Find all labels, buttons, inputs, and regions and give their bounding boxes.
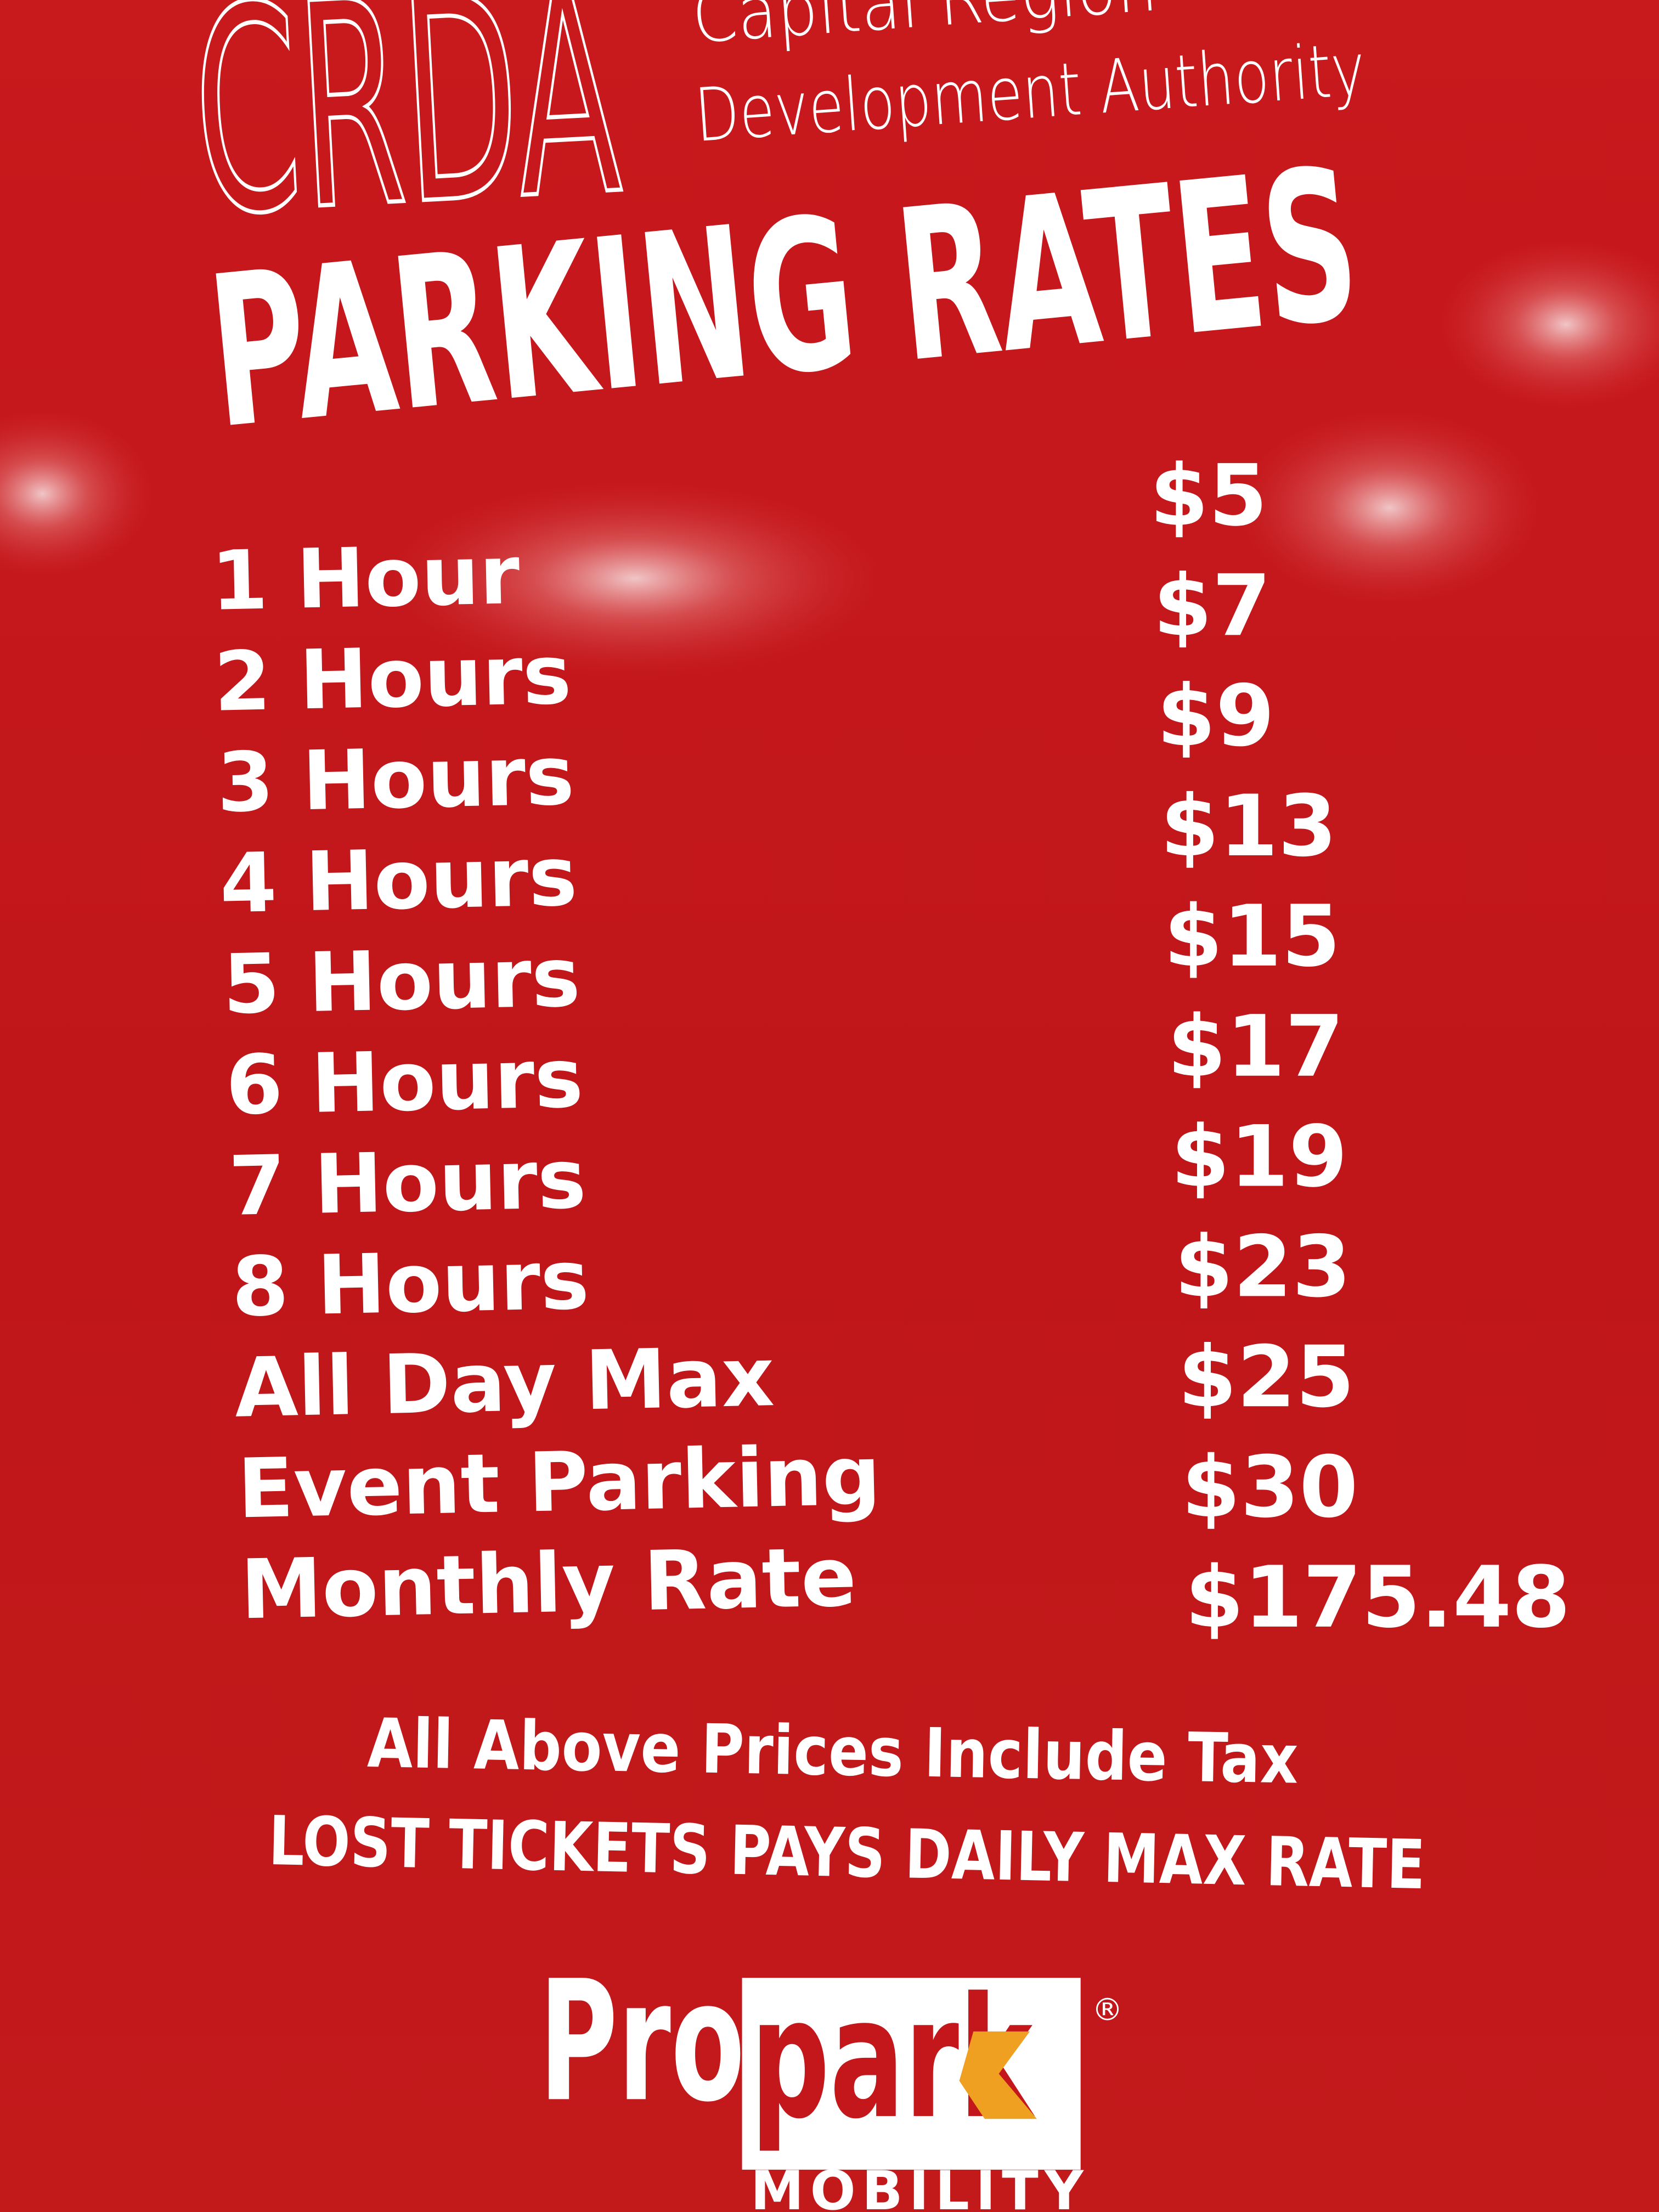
rate-price: $175.48 (1185, 1549, 1571, 1647)
glare (1234, 409, 1545, 607)
rate-price: $25 (1178, 1328, 1355, 1426)
rate-price: $15 (1164, 888, 1340, 986)
rate-label: 2 Hours (213, 628, 572, 730)
glare (1438, 240, 1659, 409)
logo-box (742, 1978, 1081, 2170)
rate-price: $13 (1160, 777, 1337, 876)
rate-price: $30 (1182, 1438, 1358, 1537)
rate-price: $5 (1150, 447, 1268, 545)
note: All Above Prices Include Tax (366, 1704, 1299, 1799)
rate-label: 4 Hours (219, 830, 578, 932)
rate-label: 5 Hours (222, 930, 581, 1033)
rate-price: $23 (1175, 1218, 1351, 1316)
glare (0, 409, 155, 579)
rate-label: 8 Hours (231, 1233, 590, 1335)
rate-price: $9 (1157, 667, 1275, 765)
rate-label: All Day Max (234, 1330, 775, 1436)
rate-price: $19 (1171, 1108, 1347, 1206)
rate-label: 6 Hours (225, 1031, 584, 1134)
rate-label: 3 Hours (216, 729, 575, 831)
logo-accent (959, 2031, 1037, 2119)
logo-brand: Pro (539, 1944, 744, 2138)
rate-label: Monthly Rate (240, 1530, 857, 1638)
rate-price: $7 (1153, 557, 1271, 655)
logo-tagline: MOBILITY (751, 2160, 1084, 2212)
rate-price: $17 (1167, 998, 1344, 1096)
rate-label: Event Parking (236, 1429, 882, 1537)
rate-label: 1 Hour (210, 528, 521, 629)
rate-label: 7 Hours (228, 1132, 587, 1234)
logo-registered: ® (1092, 1991, 1123, 2028)
org-abbreviation: CRDA (187, 0, 627, 279)
rate-list: 1 Hour $5 2 Hours $7 3 Hours $9 4 Hours $13 5 Ho… (210, 447, 1571, 1647)
glare (381, 479, 889, 678)
